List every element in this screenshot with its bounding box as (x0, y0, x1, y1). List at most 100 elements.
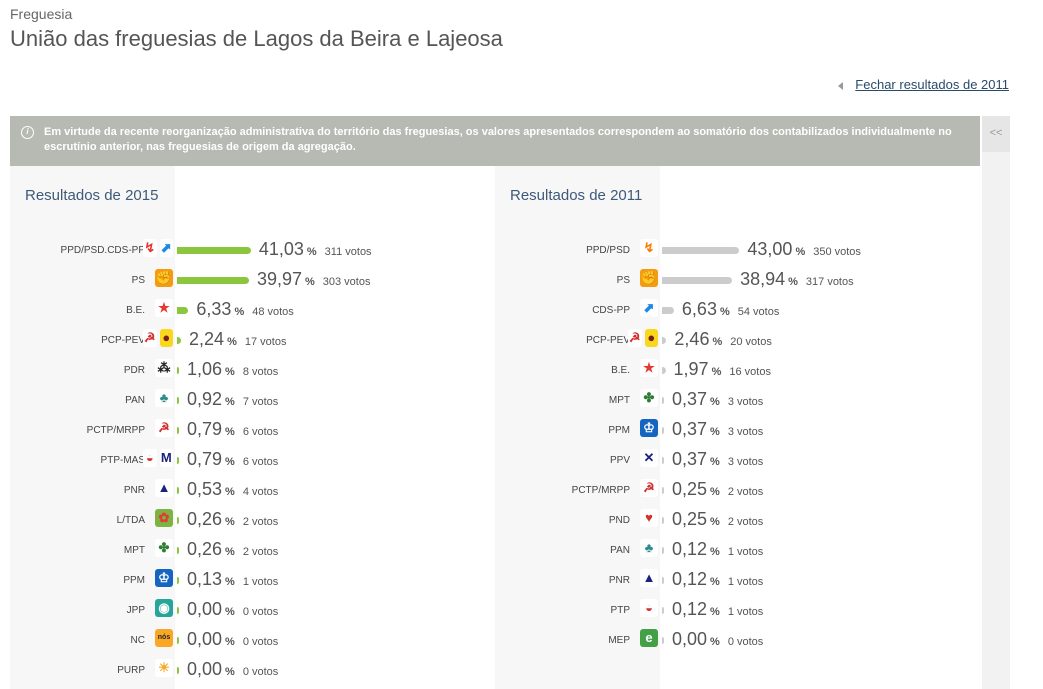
party-logo-icon: ♣ (640, 539, 658, 557)
percent-value: 0,53 (187, 479, 223, 499)
result-value: 0,92% 7 votos (187, 389, 278, 410)
side-rail (982, 116, 1010, 689)
party-logos: ✤ (628, 389, 658, 411)
result-value: 0,25% 2 votos (672, 509, 763, 530)
votes-count: 311 votos (324, 246, 372, 258)
percent-value: 0,26 (187, 509, 223, 529)
party-name: PPV (609, 455, 630, 466)
percent-sign: % (710, 486, 720, 498)
percent-value: 0,12 (672, 539, 708, 559)
party-name: PTP-MAS (100, 455, 145, 466)
label-column (495, 166, 660, 689)
votes-count: 2 votos (242, 516, 279, 528)
result-row: PAN ♣ 0,92% 7 votos (10, 386, 495, 416)
page-kicker: Freguesia (10, 6, 73, 22)
close-2011-results-link[interactable]: Fechar resultados de 2011 (838, 77, 1009, 92)
result-bar (177, 547, 179, 554)
percent-value: 41,03 (258, 239, 304, 259)
percent-sign: % (227, 336, 237, 348)
party-name: PNR (608, 575, 630, 586)
result-value: 1,97% 16 votos (674, 359, 771, 380)
party-name: B.E. (611, 365, 630, 376)
percent-value: 43,00 (747, 239, 793, 259)
percent-sign: % (225, 426, 235, 438)
result-row: MPT ✤ 0,37% 3 votos (495, 386, 980, 416)
votes-count: 20 votos (730, 336, 772, 348)
party-logos: ☭ (143, 419, 173, 441)
percent-sign: % (304, 276, 315, 288)
result-row: PS ✊ 38,94% 317 votos (495, 266, 980, 296)
result-row: PAN ♣ 0,12% 1 votos (495, 536, 980, 566)
party-logos: ☭ (628, 479, 658, 501)
result-value: 0,79% 6 votos (187, 419, 278, 440)
result-bar (662, 427, 664, 434)
party-logos: ☀ (143, 659, 173, 681)
percent-value: 0,00 (187, 659, 223, 679)
result-value: 41,03% 311 votos (259, 239, 372, 260)
result-bar (662, 247, 740, 254)
collapse-button[interactable]: << (982, 116, 1010, 152)
result-row: L/TDA ✿ 0,26% 2 votos (10, 506, 495, 536)
result-value: 38,94% 317 votos (740, 269, 854, 290)
party-logo-icon: ◉ (155, 599, 173, 617)
percent-value: 0,26 (187, 539, 223, 559)
result-value: 2,46% 20 votos (674, 329, 771, 350)
result-value: 0,53% 4 votos (187, 479, 278, 500)
party-logo-icon: ✊ (155, 269, 173, 287)
result-value: 0,00% 0 votos (672, 629, 763, 650)
party-logos: ↯ ⬈ (143, 239, 173, 261)
party-name: CDS-PP (592, 305, 630, 316)
percent-sign: % (711, 366, 722, 378)
panel-title: Resultados de 2015 (25, 187, 159, 204)
votes-count: 1 votos (727, 546, 764, 558)
party-logos: ★ (628, 359, 658, 381)
percent-sign: % (795, 246, 806, 258)
party-name: L/TDA (116, 515, 145, 526)
info-icon: i (21, 126, 34, 139)
percent-sign: % (234, 306, 245, 318)
percent-value: 0,13 (187, 569, 223, 589)
party-name: PND (608, 515, 630, 526)
percent-sign: % (225, 486, 235, 498)
percent-sign: % (225, 576, 235, 588)
votes-count: 3 votos (727, 396, 764, 408)
percent-value: 0,12 (672, 569, 708, 589)
result-bar (662, 337, 667, 344)
votes-count: 48 votos (252, 306, 294, 318)
result-bar (177, 337, 182, 344)
result-row: PPD/PSD ↯ 43,00% 350 votos (495, 236, 980, 266)
result-bar (177, 667, 179, 674)
result-row: PNR ▲ 0,53% 4 votos (10, 476, 495, 506)
party-logo-icon: ♥ (640, 509, 658, 527)
party-logos: ◒ M (143, 449, 173, 471)
result-bar (177, 307, 189, 314)
result-bar (177, 367, 179, 374)
votes-count: 4 votos (242, 486, 279, 498)
votes-count: 17 votos (244, 336, 287, 348)
result-bar (177, 397, 179, 404)
result-row: MEP e 0,00% 0 votos (495, 626, 980, 656)
party-logo-icon: ☭ (640, 479, 658, 497)
votes-count: 6 votos (242, 456, 279, 468)
party-logos: ✕ (628, 449, 658, 471)
result-row: PTP ◒ 0,12% 1 votos (495, 596, 980, 626)
result-row: PTP-MAS ◒ M 0,79% 6 votos (10, 446, 495, 476)
party-name: PPM (123, 575, 145, 586)
result-row: JPP ◉ 0,00% 0 votos (10, 596, 495, 626)
votes-count: 317 votos (805, 276, 854, 288)
percent-value: 6,63 (681, 299, 717, 319)
percent-value: 0,12 (672, 599, 708, 619)
percent-value: 0,25 (672, 509, 708, 529)
result-row: PS ✊ 39,97% 303 votos (10, 266, 495, 296)
result-row: PPD/PSD.CDS-PP ↯ ⬈ 41,03% 311 votos (10, 236, 495, 266)
result-row: PPM ♔ 0,37% 3 votos (495, 416, 980, 446)
result-bar (177, 457, 179, 464)
result-value: 0,26% 2 votos (187, 509, 278, 530)
votes-count: 2 votos (727, 516, 764, 528)
party-logos: ♔ (628, 419, 658, 441)
party-logo-icon: ▲ (155, 479, 173, 497)
result-bar (662, 457, 664, 464)
party-logos: ◒ (628, 599, 658, 621)
result-value: 43,00% 350 votos (747, 239, 861, 260)
result-value: 2,24% 17 votos (189, 329, 286, 350)
